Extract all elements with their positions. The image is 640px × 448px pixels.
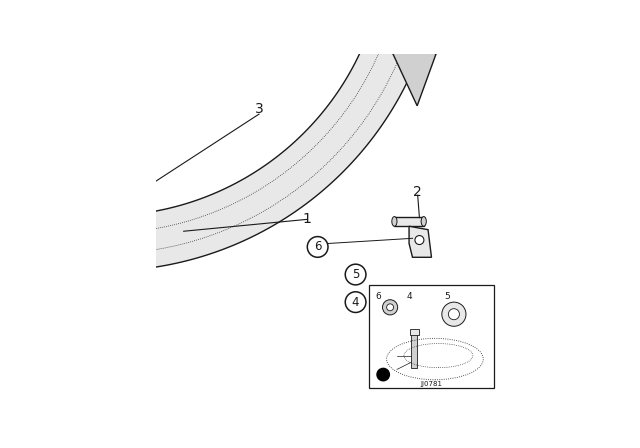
Bar: [410, 329, 419, 335]
Circle shape: [387, 304, 394, 311]
Circle shape: [383, 300, 397, 315]
Circle shape: [108, 224, 117, 233]
Circle shape: [377, 368, 389, 381]
Polygon shape: [100, 211, 135, 242]
Bar: [369, 285, 493, 388]
Circle shape: [442, 302, 466, 326]
Ellipse shape: [421, 216, 426, 226]
Ellipse shape: [392, 216, 397, 226]
Text: 1: 1: [303, 212, 312, 226]
Polygon shape: [394, 216, 424, 226]
Text: JJ0781: JJ0781: [420, 381, 442, 387]
Circle shape: [307, 237, 328, 257]
Polygon shape: [0, 30, 422, 271]
Text: 5: 5: [444, 293, 450, 302]
Polygon shape: [409, 226, 431, 257]
Polygon shape: [369, 30, 436, 106]
Circle shape: [415, 236, 424, 245]
Text: 6: 6: [314, 241, 321, 254]
Text: 5: 5: [352, 268, 359, 281]
Circle shape: [449, 309, 460, 320]
Bar: [412, 333, 417, 368]
Text: 4: 4: [352, 296, 359, 309]
Text: 2: 2: [413, 185, 422, 199]
Circle shape: [345, 264, 366, 285]
Text: 4: 4: [406, 293, 412, 302]
Polygon shape: [100, 204, 148, 211]
Text: 3: 3: [255, 102, 264, 116]
Circle shape: [123, 224, 130, 232]
Circle shape: [345, 292, 366, 313]
Polygon shape: [135, 204, 148, 242]
Text: 6: 6: [375, 293, 381, 302]
